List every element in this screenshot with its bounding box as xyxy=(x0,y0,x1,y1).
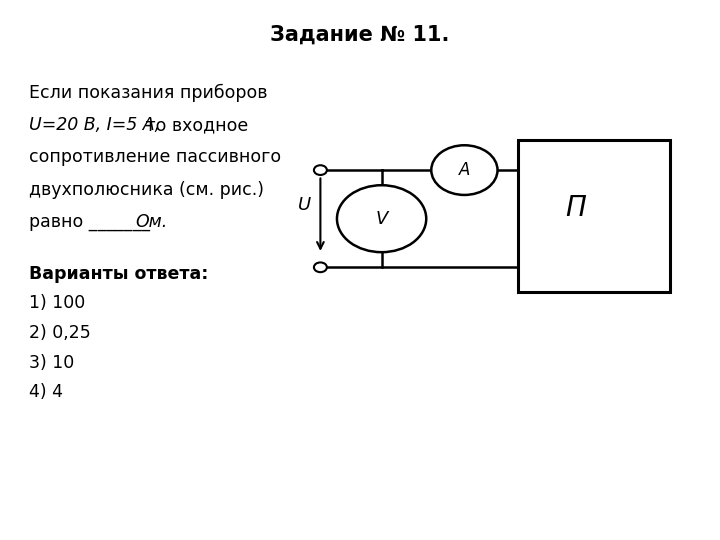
Text: то входное: то входное xyxy=(140,116,248,134)
Text: U: U xyxy=(298,196,311,214)
Text: 1) 100: 1) 100 xyxy=(29,294,85,312)
Text: Задание № 11.: Задание № 11. xyxy=(270,24,450,44)
Text: V: V xyxy=(375,210,388,228)
Text: A: A xyxy=(459,161,470,179)
Text: U=20 В, I=5 А,: U=20 В, I=5 А, xyxy=(29,116,160,134)
Circle shape xyxy=(314,262,327,272)
Text: двухполюсника (см. рис.): двухполюсника (см. рис.) xyxy=(29,181,264,199)
Circle shape xyxy=(431,145,498,195)
Text: сопротивление пассивного: сопротивление пассивного xyxy=(29,148,281,166)
Text: 3) 10: 3) 10 xyxy=(29,354,74,372)
Text: Если показания приборов: Если показания приборов xyxy=(29,84,267,102)
Circle shape xyxy=(337,185,426,252)
Text: равно _______: равно _______ xyxy=(29,213,156,231)
Text: П: П xyxy=(565,194,586,222)
Text: 4) 4: 4) 4 xyxy=(29,383,63,401)
Circle shape xyxy=(314,165,327,175)
Text: Ом.: Ом. xyxy=(135,213,168,231)
Bar xyxy=(518,140,670,292)
Text: 2) 0,25: 2) 0,25 xyxy=(29,324,91,342)
Text: Варианты ответа:: Варианты ответа: xyxy=(29,265,208,282)
